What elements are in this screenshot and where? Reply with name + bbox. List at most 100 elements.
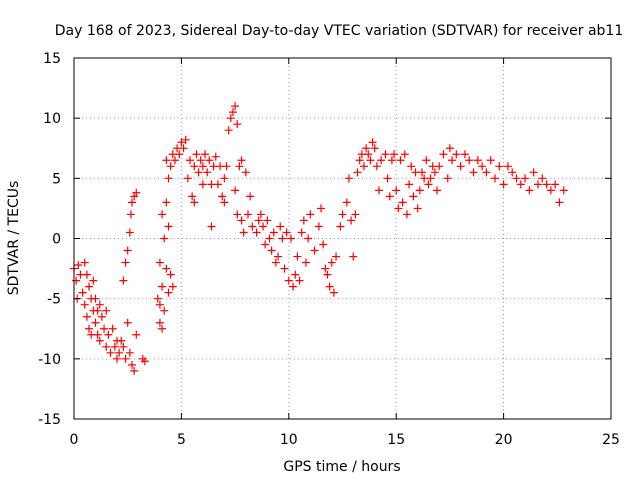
data-point-0-126 bbox=[278, 234, 287, 243]
data-point-0-201 bbox=[460, 150, 469, 159]
data-point-0-100 bbox=[226, 114, 235, 123]
data-point-0-47 bbox=[132, 188, 141, 197]
data-point-0-110 bbox=[241, 168, 250, 177]
data-point-0-109 bbox=[239, 228, 248, 237]
data-point-0-7 bbox=[80, 300, 89, 309]
data-point-0-163 bbox=[366, 156, 375, 165]
data-point-0-152 bbox=[342, 198, 351, 207]
data-point-0-172 bbox=[387, 156, 396, 165]
data-point-0-194 bbox=[435, 162, 444, 171]
data-point-0-68 bbox=[168, 282, 177, 291]
data-point-0-208 bbox=[491, 174, 500, 183]
data-point-0-180 bbox=[405, 180, 414, 189]
data-point-0-26 bbox=[104, 330, 113, 339]
data-point-0-166 bbox=[372, 162, 381, 171]
data-point-0-82 bbox=[194, 168, 203, 177]
data-point-0-59 bbox=[160, 234, 169, 243]
data-point-0-178 bbox=[400, 150, 409, 159]
data-point-0-119 bbox=[263, 216, 272, 225]
data-point-0-32 bbox=[115, 348, 124, 357]
data-point-0-97 bbox=[220, 198, 229, 207]
data-points bbox=[70, 102, 568, 375]
data-point-0-120 bbox=[265, 234, 274, 243]
data-point-0-217 bbox=[529, 168, 538, 177]
y-tick-label-5: 10 bbox=[43, 111, 61, 127]
data-point-0-133 bbox=[293, 252, 302, 261]
data-point-0-57 bbox=[158, 210, 167, 219]
data-point-0-35 bbox=[119, 276, 128, 285]
data-point-0-115 bbox=[254, 216, 263, 225]
x-tick-label-5: 25 bbox=[602, 432, 620, 448]
data-point-0-86 bbox=[201, 150, 210, 159]
y-tick-labels: -15 -10 -5 0 5 10 15 bbox=[38, 51, 61, 428]
data-point-0-3 bbox=[74, 260, 83, 269]
data-point-0-79 bbox=[190, 162, 199, 171]
data-point-0-174 bbox=[392, 186, 401, 195]
data-point-0-139 bbox=[306, 210, 315, 219]
data-point-0-107 bbox=[237, 216, 246, 225]
data-point-0-73 bbox=[177, 138, 186, 147]
data-point-0-223 bbox=[555, 198, 564, 207]
data-point-0-17 bbox=[91, 294, 100, 303]
data-point-0-41 bbox=[125, 228, 134, 237]
data-point-0-39 bbox=[123, 246, 132, 255]
data-point-0-95 bbox=[218, 192, 227, 201]
data-point-0-56 bbox=[158, 282, 167, 291]
data-point-0-213 bbox=[512, 174, 521, 183]
data-point-0-158 bbox=[355, 156, 364, 165]
data-point-0-62 bbox=[162, 156, 171, 165]
data-point-0-157 bbox=[353, 168, 362, 177]
data-point-0-218 bbox=[533, 180, 542, 189]
data-point-0-77 bbox=[185, 156, 194, 165]
data-point-0-169 bbox=[381, 150, 390, 159]
data-point-0-182 bbox=[409, 192, 418, 201]
data-point-0-207 bbox=[486, 156, 495, 165]
data-point-0-5 bbox=[78, 288, 87, 297]
data-point-0-22 bbox=[97, 312, 106, 321]
grid-lines bbox=[74, 58, 611, 419]
y-tick-label-1: -10 bbox=[38, 352, 61, 368]
data-point-0-23 bbox=[100, 324, 109, 333]
data-point-0-145 bbox=[323, 270, 332, 279]
chart-title: Day 168 of 2023, Sidereal Day-to-day VTE… bbox=[55, 23, 624, 39]
data-point-0-88 bbox=[205, 156, 214, 165]
data-point-0-149 bbox=[332, 252, 341, 261]
data-point-0-151 bbox=[338, 210, 347, 219]
data-point-0-193 bbox=[433, 186, 442, 195]
data-point-0-214 bbox=[516, 180, 525, 189]
y-tick-label-3: 0 bbox=[52, 232, 61, 248]
data-point-0-45 bbox=[130, 366, 139, 375]
data-point-0-38 bbox=[123, 318, 132, 327]
data-point-0-9 bbox=[82, 312, 91, 321]
data-point-0-162 bbox=[364, 150, 373, 159]
data-point-0-50 bbox=[140, 357, 149, 366]
data-point-0-40 bbox=[125, 348, 134, 357]
data-point-0-198 bbox=[448, 156, 457, 165]
data-point-0-190 bbox=[426, 174, 435, 183]
data-point-0-117 bbox=[259, 222, 268, 231]
data-point-0-90 bbox=[207, 222, 216, 231]
data-point-0-205 bbox=[478, 162, 487, 171]
data-point-0-121 bbox=[267, 246, 276, 255]
data-point-0-54 bbox=[155, 258, 164, 267]
data-point-0-66 bbox=[166, 270, 175, 279]
data-point-0-16 bbox=[91, 318, 100, 327]
data-point-0-188 bbox=[422, 156, 431, 165]
data-point-0-87 bbox=[203, 168, 212, 177]
data-point-0-48 bbox=[132, 330, 141, 339]
data-point-0-150 bbox=[336, 222, 345, 231]
data-point-0-21 bbox=[95, 336, 104, 345]
data-point-0-196 bbox=[443, 174, 452, 183]
data-point-0-99 bbox=[224, 126, 233, 135]
data-point-0-123 bbox=[271, 258, 280, 267]
data-point-0-75 bbox=[181, 135, 190, 144]
data-point-0-118 bbox=[261, 240, 270, 249]
data-point-0-206 bbox=[482, 168, 491, 177]
data-point-0-6 bbox=[80, 258, 89, 267]
data-point-0-80 bbox=[190, 198, 199, 207]
data-point-0-215 bbox=[521, 174, 530, 183]
data-point-0-147 bbox=[327, 258, 336, 267]
data-point-0-33 bbox=[117, 336, 126, 345]
data-point-0-220 bbox=[542, 180, 551, 189]
data-point-0-143 bbox=[319, 240, 328, 249]
